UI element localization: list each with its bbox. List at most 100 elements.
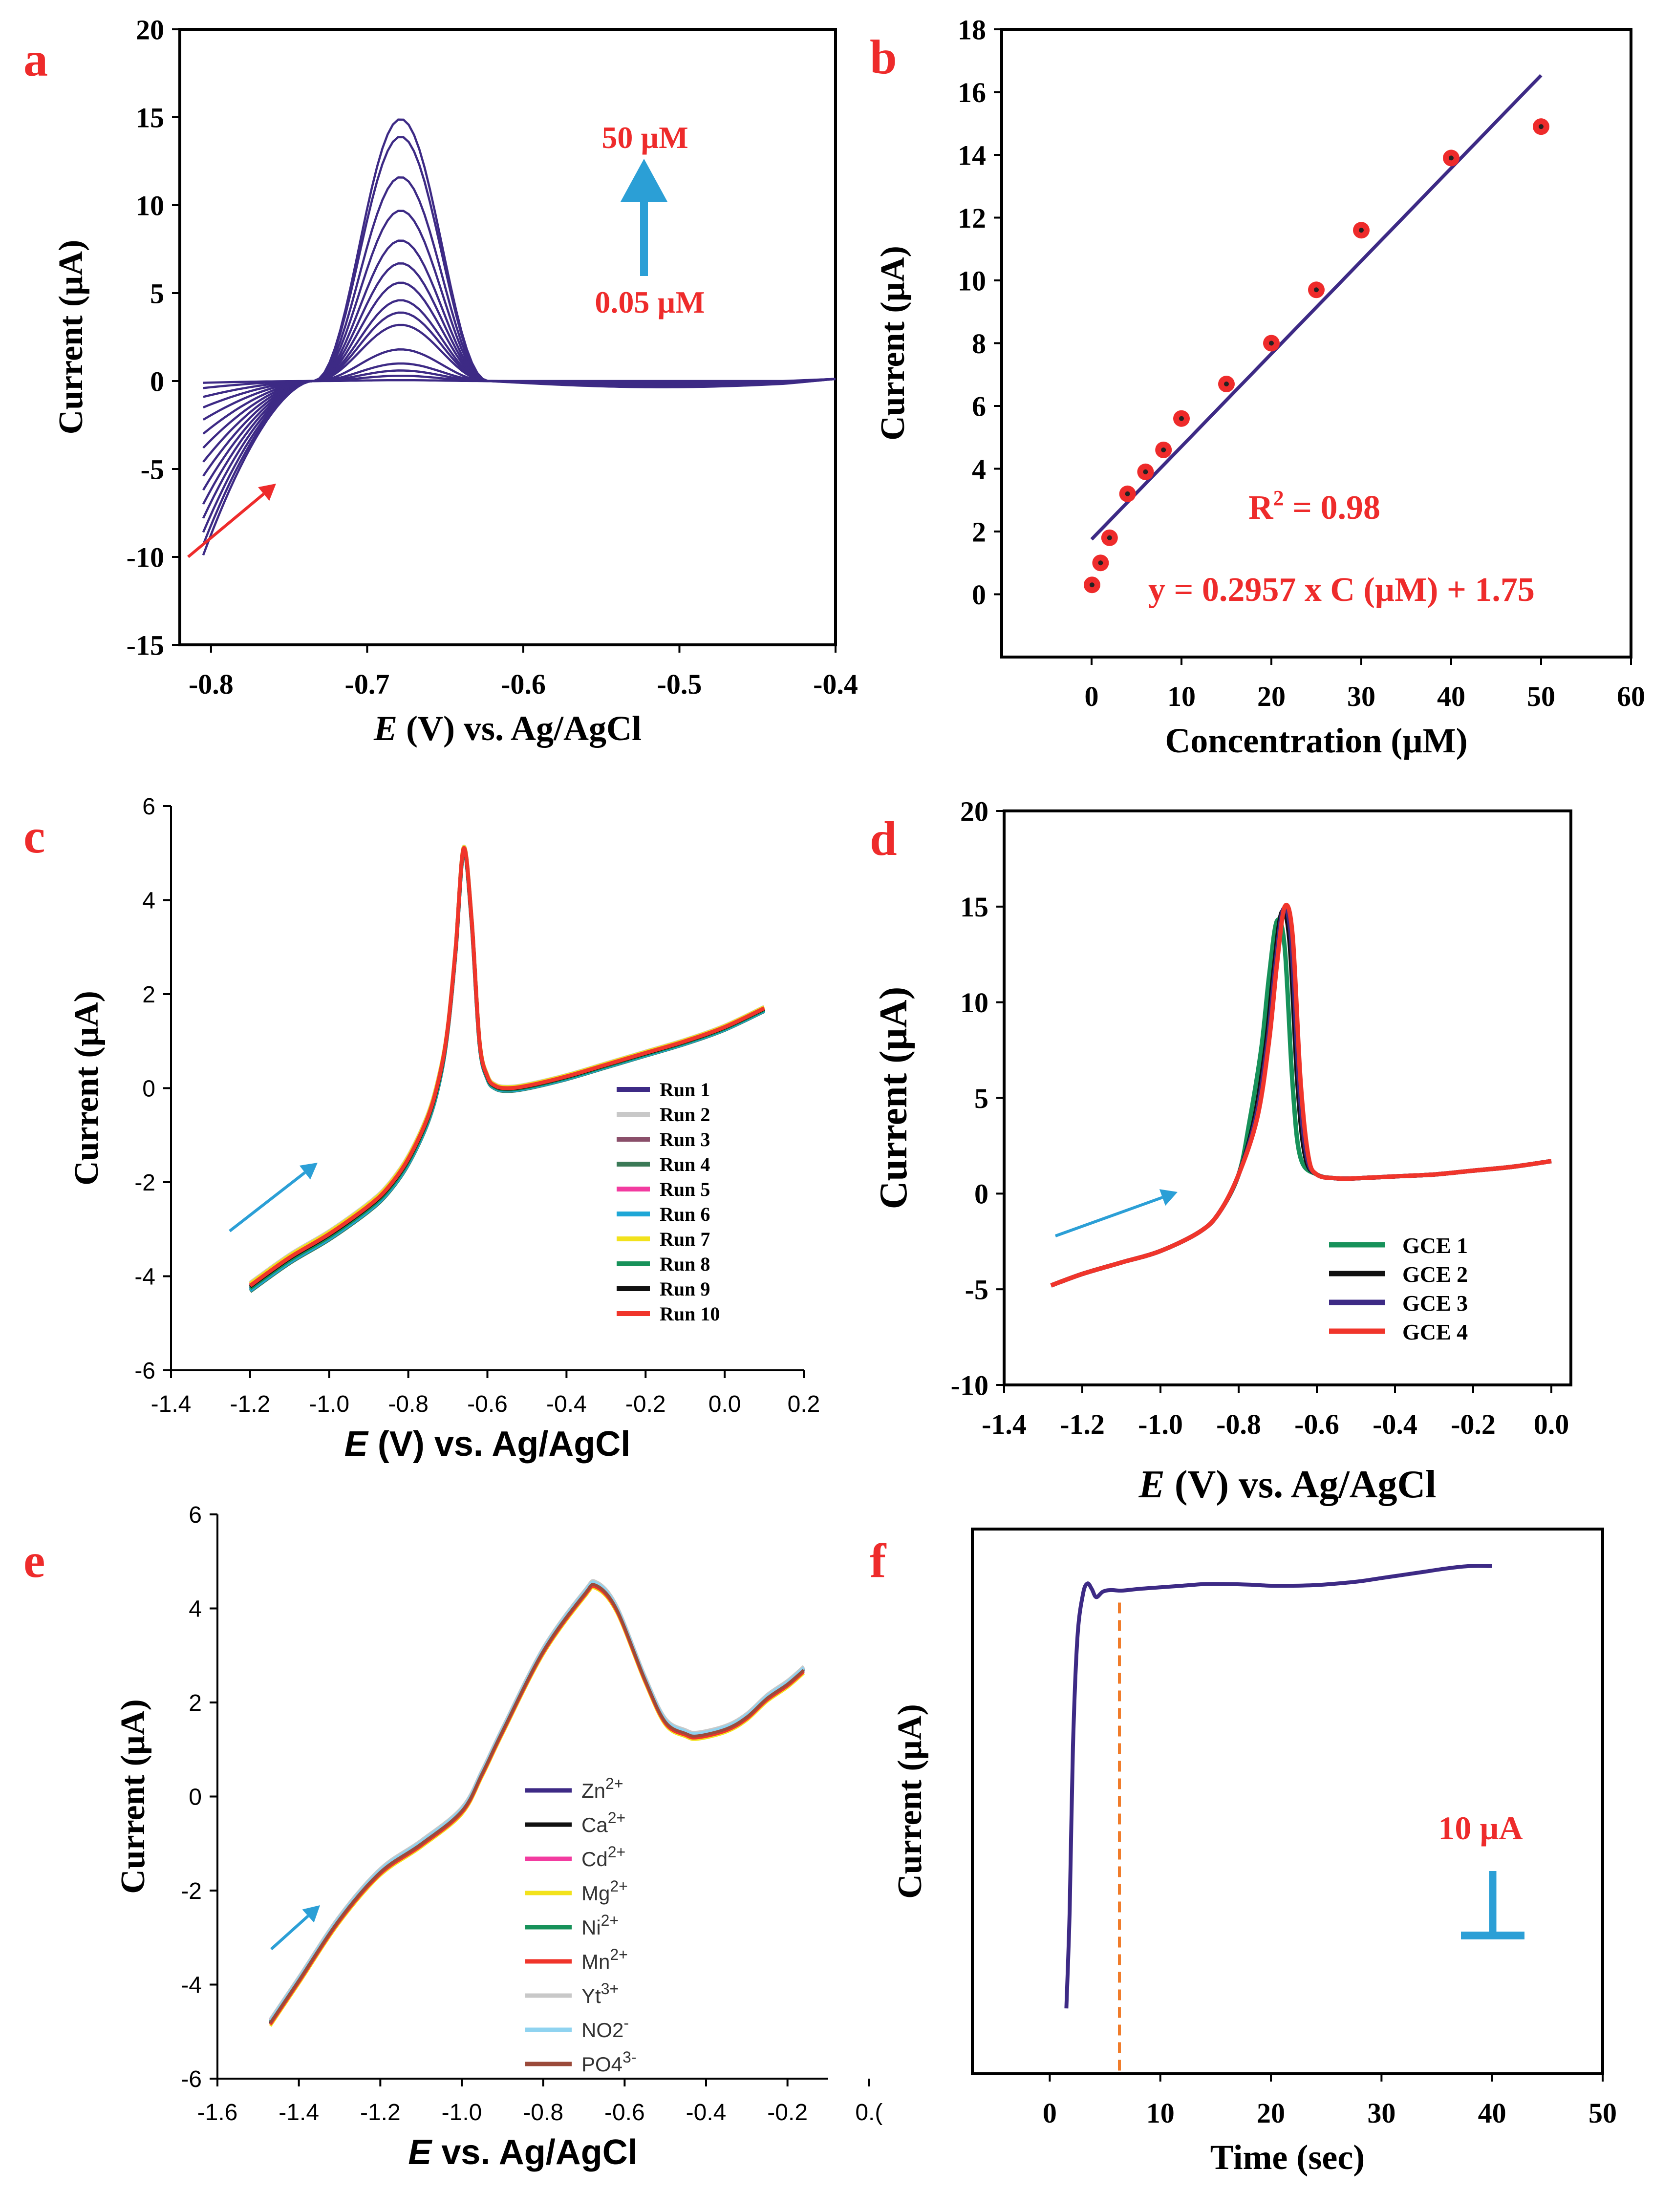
legend-label: Run 7	[660, 1228, 710, 1250]
legend-ion: Mn	[581, 1950, 610, 1973]
y-tick-label: -4	[181, 1972, 202, 1998]
y-axis-label-a: Current (µA)	[52, 240, 90, 435]
legend-label: Run 5	[660, 1178, 710, 1200]
legend-ion: PO4	[581, 2053, 622, 2076]
y-tick-label: 8	[972, 328, 986, 360]
y-tick-label: 5	[974, 1083, 988, 1114]
scan-direction-arrow-e	[270, 1905, 320, 1951]
data-point-center	[1449, 155, 1454, 161]
y-tick-label: 12	[958, 202, 986, 234]
x-tick-label: -1.2	[360, 2100, 401, 2126]
x-axis-label-rest: (V) vs. Ag/AgCl	[368, 1425, 630, 1464]
legend-label: Run 2	[660, 1104, 710, 1126]
y-tick-label: 0	[189, 1784, 202, 1810]
legend-charge: 2+	[610, 1946, 627, 1963]
y-axis-label-f: Current (µA)	[891, 1704, 929, 1899]
legend-label: GCE 2	[1402, 1262, 1468, 1287]
y-tick-label: 14	[958, 139, 986, 171]
data-point-center	[1179, 416, 1184, 421]
x-tick-label: -0.4	[686, 2100, 727, 2126]
y-tick-label: 15	[960, 891, 988, 923]
legend-label: Zn2+	[581, 1775, 623, 1802]
x-tick-label: 10	[1167, 681, 1196, 712]
legend-charge: 3-	[622, 2048, 636, 2066]
x-axis-label-c: E (V) vs. Ag/AgCl	[344, 1425, 630, 1464]
x-tick-label: -0.8	[1216, 1408, 1261, 1440]
legend-charge: 3+	[601, 1980, 619, 1998]
y-tick-label: -10	[951, 1369, 988, 1401]
x-tick-label: -0.6	[467, 1391, 508, 1417]
x-axis-label-italic: E	[373, 709, 397, 748]
scan-direction-arrow-d	[1054, 1189, 1178, 1237]
y-tick-label: -4	[134, 1264, 155, 1290]
concentration-arrow	[621, 159, 667, 276]
data-point-center	[1314, 287, 1319, 293]
scan-direction-arrow-c	[229, 1163, 318, 1233]
voltammogram-line	[202, 210, 836, 519]
x-tick-label: 0	[1085, 681, 1099, 712]
interferent-line	[269, 1584, 805, 2025]
legend-label: NO2-	[581, 2014, 629, 2042]
panel-d: d -1.4 -1.2 -1.0 -0.8 -0.6 -0.4 -0.2 0.0 -10 -5 0 5 1…	[870, 795, 1572, 1506]
x-tick-label: -1.6	[197, 2100, 238, 2126]
x-axis-label-italic: E	[1138, 1463, 1165, 1506]
legend-charge: 2+	[608, 1809, 625, 1827]
legend-label: Mn2+	[581, 1946, 628, 1973]
x-tick-label: 0.(	[855, 2100, 882, 2126]
series-group-d	[1050, 903, 1552, 1288]
y-tick-label: -5	[141, 453, 164, 485]
x-tick-label: 20	[1257, 2097, 1285, 2129]
x-tick-label: -0.7	[345, 668, 390, 700]
legend-label: Ca2+	[581, 1809, 625, 1836]
plot-frame-f	[971, 1528, 1604, 2075]
x-tick-label: 10	[1146, 2097, 1175, 2129]
data-point-center	[1107, 535, 1112, 540]
panel-label-b: b	[870, 30, 897, 84]
y-tick-label: 10	[960, 987, 988, 1019]
fit-equation: y = 0.2957 x C (µM) + 1.75	[1148, 571, 1535, 609]
panel-label-f: f	[870, 1533, 887, 1588]
legend-ion: Ni	[581, 1916, 601, 1939]
x-tick-label: -0.2	[625, 1391, 666, 1417]
x-tick-label: -0.5	[657, 668, 702, 700]
scan-direction-arrow-c-head	[299, 1163, 318, 1180]
x-axis-label-rest: (V) vs. Ag/AgCl	[397, 709, 642, 748]
data-point	[1083, 576, 1100, 594]
legend-label: GCE 1	[1402, 1233, 1468, 1258]
electrode-line	[1050, 903, 1552, 1288]
r-squared-label: R2 = 0.98	[1248, 486, 1380, 527]
legend-label: Run 10	[660, 1303, 720, 1325]
x-tick-label: -1.2	[230, 1391, 271, 1417]
r2-suffix: = 0.98	[1284, 489, 1380, 527]
scan-direction-arrow-d-shaft	[1054, 1196, 1163, 1237]
y-tick-label: -15	[127, 629, 164, 661]
legend-label: GCE 3	[1402, 1291, 1468, 1316]
x-tick-label: -0.4	[1373, 1408, 1417, 1440]
x-tick-label: 30	[1347, 681, 1375, 712]
interferent-line	[269, 1581, 805, 2022]
panel-e: e-1.6 -1.4 -1.2 -1.0 -0.8 -0.6 -0.4 -0.2 0.(-6-4…	[23, 1502, 882, 2172]
x-tick-label: 50	[1588, 2097, 1617, 2129]
r2-prefix: R	[1248, 489, 1274, 527]
x-tick-label: 0.0	[708, 1391, 741, 1417]
x-tick-label: -1.4	[279, 2100, 319, 2126]
y-axis-label-c: Current (µA)	[68, 991, 106, 1186]
data-point	[1533, 118, 1549, 135]
panel-b: b 0 10 20 30 40 50 60 0 2 4 6 8 10 12 14 16 18 Current (µA…	[870, 14, 1645, 760]
y-tick-label: 0	[972, 579, 986, 611]
x-tick-label: 0.0	[1534, 1408, 1569, 1440]
data-point	[1263, 335, 1280, 352]
y-tick-label: -10	[127, 541, 164, 573]
scan-direction-arrow-a-shaft	[187, 492, 265, 558]
run-line	[249, 846, 765, 1288]
plot-frame-a	[178, 28, 837, 646]
legend-ion: Cd	[581, 1848, 608, 1871]
x-tick-label: -0.2	[767, 2100, 808, 2126]
x-tick-label: 20	[1257, 681, 1286, 712]
x-tick-label: 40	[1437, 681, 1465, 712]
y-tick-label: 6	[189, 1502, 202, 1528]
y-axis-label-e: Current (µA)	[114, 1699, 152, 1894]
y-tick-label: 2	[189, 1690, 202, 1716]
x-tick-label: -1.4	[151, 1391, 192, 1417]
